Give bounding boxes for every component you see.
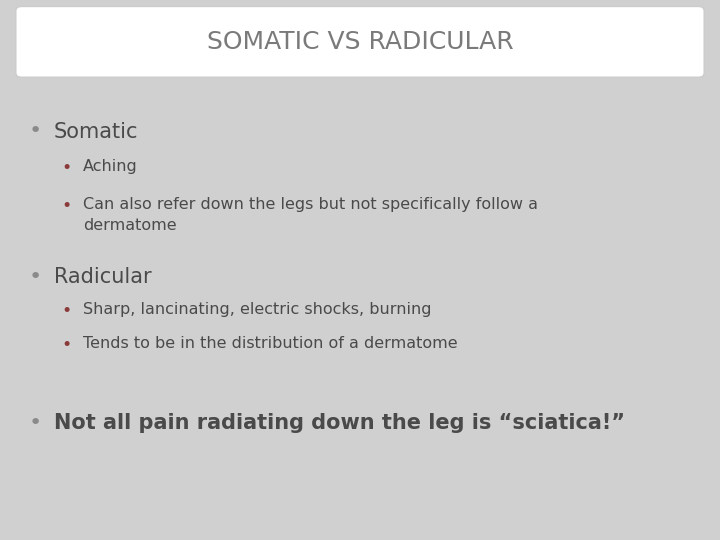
Text: Somatic: Somatic: [54, 122, 138, 141]
Text: •: •: [29, 122, 42, 141]
Text: SOMATIC VS RADICULAR: SOMATIC VS RADICULAR: [207, 30, 513, 53]
Text: •: •: [61, 336, 71, 354]
FancyBboxPatch shape: [16, 6, 704, 77]
Text: •: •: [29, 413, 42, 433]
Text: •: •: [29, 267, 42, 287]
Text: Aching: Aching: [83, 159, 138, 174]
Text: Tends to be in the distribution of a dermatome: Tends to be in the distribution of a der…: [83, 336, 457, 351]
Text: Radicular: Radicular: [54, 267, 152, 287]
Text: •: •: [61, 159, 71, 177]
Text: •: •: [61, 302, 71, 320]
Text: Sharp, lancinating, electric shocks, burning: Sharp, lancinating, electric shocks, bur…: [83, 302, 431, 318]
Text: Can also refer down the legs but not specifically follow a
dermatome: Can also refer down the legs but not spe…: [83, 197, 538, 233]
Text: Not all pain radiating down the leg is “sciatica!”: Not all pain radiating down the leg is “…: [54, 413, 625, 433]
Text: •: •: [61, 197, 71, 215]
